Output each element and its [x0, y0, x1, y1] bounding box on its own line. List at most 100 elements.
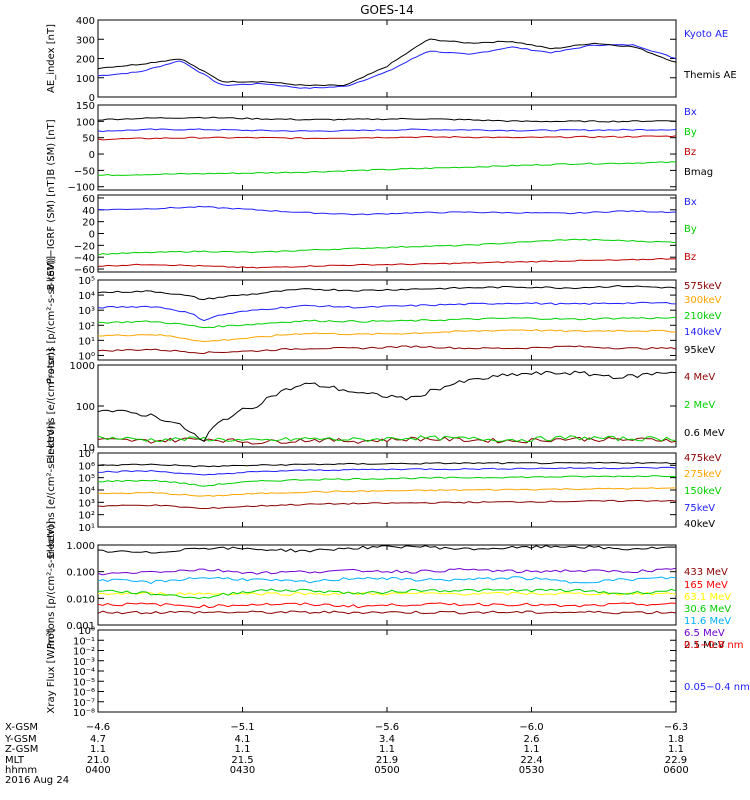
y-tick-label: 10⁴: [78, 291, 95, 302]
x-row-label: MLT: [5, 755, 25, 766]
legend-entry: 95keV: [684, 345, 715, 356]
series-line: [97, 466, 677, 476]
y-tick-label: 10⁻¹: [73, 636, 95, 647]
legend-entry: Bmag: [684, 167, 713, 178]
y-tick-label: 10¹: [78, 523, 95, 534]
series-line: [97, 588, 677, 600]
panel-2: −100 −50 0 50 100 150 B (SM) [nT] Bx By Bz Bmag: [46, 101, 713, 194]
y-axis-label: Electrons [e/(cm²-s-sr-keV)]: [46, 421, 57, 558]
series-line: [97, 499, 677, 510]
y-tick-label: 150: [76, 101, 95, 112]
x-tick-label: −6.0: [519, 722, 543, 733]
y-tick-label: 10⁻⁷: [73, 698, 95, 709]
x-tick-label: −5.1: [230, 722, 254, 733]
y-tick-label: 50: [82, 134, 95, 145]
legend-entry: 4 MeV: [684, 372, 715, 383]
panel-frame: [97, 629, 677, 713]
y-axis-label: B (SM) [nT]: [46, 119, 57, 175]
y-tick-label: 10⁵: [78, 276, 95, 287]
series-line: [97, 544, 677, 554]
y-tick-label: 0: [89, 230, 95, 241]
y-tick-label: 10⁻³: [73, 657, 95, 668]
x-tick-label: 3.4: [379, 734, 395, 745]
legend-entry: Kyoto AE: [684, 29, 728, 40]
series-line: [97, 435, 677, 443]
y-tick-label: 0: [89, 150, 95, 161]
legend-entry: 0.05−0.4 nm: [684, 682, 750, 693]
y-tick-label: 300: [76, 35, 95, 46]
legend-entry: Bx: [684, 107, 697, 118]
legend-entry: Bx: [684, 197, 697, 208]
x-tick-label: 0400: [85, 765, 110, 776]
y-axis-label: B (SM)−IGRF (SM) [nT]: [46, 176, 57, 290]
series-line: [97, 135, 677, 141]
x-tick-label: 4.7: [90, 734, 106, 745]
x-tick-label: 1.1: [90, 744, 106, 755]
x-tick-label: 1.8: [668, 734, 684, 745]
y-tick-label: 10⁴: [78, 486, 95, 497]
y-tick-label: 100: [76, 117, 95, 128]
series-line: [97, 38, 677, 87]
x-tick-label: 0430: [230, 765, 255, 776]
x-tick-label: 22.9: [665, 755, 687, 766]
series-line: [97, 461, 677, 468]
series-line: [98, 316, 677, 329]
plot-title: GOES-14: [360, 3, 414, 17]
legend-entry: Bz: [684, 147, 696, 158]
y-tick-label: 0: [89, 93, 95, 104]
y-axis-label: AE_index [nT]: [46, 24, 57, 93]
series-line: [97, 345, 677, 355]
series-line: [97, 284, 677, 301]
legend-entry: 2.5 MeV: [684, 640, 725, 651]
y-tick-label: 10: [82, 443, 95, 454]
x-tick-label: 1.1: [235, 744, 251, 755]
series-line: [97, 370, 677, 443]
y-tick-label: 10⁷: [78, 449, 95, 460]
x-tick-label: 22.4: [520, 755, 542, 766]
legend-entry: By: [684, 127, 697, 138]
y-tick-label: 400: [76, 16, 95, 27]
series-line: [98, 257, 677, 269]
legend-entry: 0.1−0.8 nm: [684, 640, 743, 651]
y-tick-label: −20: [74, 241, 95, 252]
legend-entry: 11.6 MeV: [684, 616, 731, 627]
x-row-label: Y-GSM: [4, 734, 37, 745]
series-line: [97, 487, 677, 497]
panel-frame: [97, 364, 677, 448]
y-tick-label: 1000: [70, 361, 95, 372]
legend-entry: 575keV: [684, 281, 722, 292]
series-line: [97, 576, 677, 585]
x-tick-label: 0600: [663, 765, 688, 776]
y-tick-label: 60: [82, 194, 95, 205]
legend-entry: By: [684, 224, 697, 235]
legend-entry: Themis AE: [683, 70, 737, 81]
series-line: [98, 329, 677, 343]
x-axis-labels: X-GSMY-GSMZ-GSMMLThhmm−4.64.71.121.00400…: [4, 722, 689, 776]
legend-entry: 2 MeV: [684, 400, 715, 411]
legend-entry: 140keV: [684, 327, 722, 338]
legend-entry: 475keV: [684, 453, 722, 464]
x-tick-label: 0530: [519, 765, 544, 776]
panel-frame: [97, 544, 677, 626]
y-axis-label: Protons [p/(cm²-s-sr-keV)]: [46, 521, 57, 649]
panel-1: 0 100 200 300 400 AE_index [nT] Kyoto AE Themis…: [46, 16, 737, 104]
x-tick-label: −4.6: [86, 722, 110, 733]
legend-entry: 75keV: [684, 503, 715, 514]
series-line: [97, 301, 677, 322]
y-tick-label: 0.010: [66, 594, 95, 605]
legend-entry: 275keV: [684, 469, 722, 480]
x-tick-label: 2.6: [524, 734, 540, 745]
y-tick-label: 10⁻⁸: [73, 708, 95, 719]
y-tick-label: 10¹: [78, 336, 95, 347]
y-tick-label: 100: [76, 74, 95, 85]
legend-entry: 30.6 MeV: [684, 604, 731, 615]
y-tick-label: 20: [82, 218, 95, 229]
series-line: [97, 602, 677, 609]
series-line: [97, 128, 677, 133]
legend-entry: 6.5 MeV: [684, 628, 725, 639]
panel-frame: [97, 19, 677, 98]
series-line: [97, 44, 677, 89]
